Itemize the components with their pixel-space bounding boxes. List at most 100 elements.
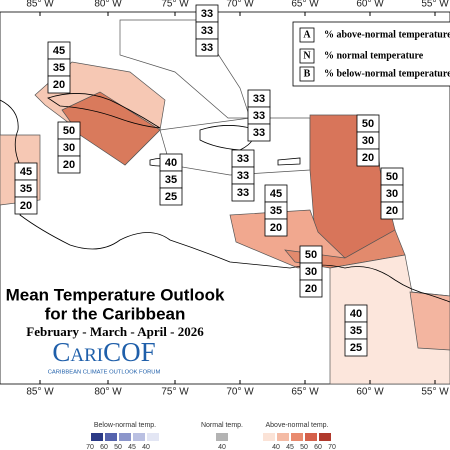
forecast-value: 35 xyxy=(270,205,282,217)
logo-subtitle: CARIBBEAN CLIMATE OUTLOOK FORUM xyxy=(48,370,161,376)
key-letter: A xyxy=(303,29,311,40)
forecast-value: 33 xyxy=(237,170,249,182)
forecast-value: 50 xyxy=(63,125,75,137)
colorbar-tick: 40 xyxy=(142,444,150,450)
forecast-value: 45 xyxy=(270,188,282,200)
forecast-value: 30 xyxy=(305,266,317,278)
colorbar-tick: 40 xyxy=(272,444,280,450)
forecast-value: 33 xyxy=(201,42,213,54)
forecast-cell xyxy=(247,123,271,142)
forecast-cell xyxy=(47,75,71,94)
forecast-value: 33 xyxy=(201,25,213,37)
colorbar-tick: 60 xyxy=(314,444,322,450)
forecast-value: 20 xyxy=(305,283,317,295)
forecast-cell xyxy=(57,155,81,174)
forecast-value: 40 xyxy=(165,157,177,169)
longitude-label: 55° W xyxy=(421,387,449,398)
colorbar-swatch xyxy=(277,433,289,441)
forecast-value: 50 xyxy=(386,171,398,183)
forecast-cell xyxy=(299,279,323,298)
forecast-value: 35 xyxy=(165,174,177,186)
colorbar-label: Above-normal temp. xyxy=(265,422,328,429)
key-letter-box xyxy=(299,48,315,64)
forecast-value: 40 xyxy=(350,308,362,320)
colorbar-tick: 50 xyxy=(114,444,122,450)
key-box xyxy=(292,21,450,87)
longitude-label: 55° W xyxy=(421,0,449,10)
longitude-label: 60° W xyxy=(356,0,384,10)
forecast-cell xyxy=(14,196,38,215)
forecast-value: 20 xyxy=(386,205,398,217)
coastline-puerto-rico xyxy=(277,157,301,166)
key-letter: B xyxy=(304,68,311,79)
colorbar-swatch xyxy=(305,433,317,441)
forecast-period: February - March - April - 2026 xyxy=(26,324,204,339)
forecast-value: 30 xyxy=(63,142,75,154)
colorbar-tick: 70 xyxy=(86,444,94,450)
key-letter-box xyxy=(299,27,315,43)
colorbar-label: Normal temp. xyxy=(201,422,243,429)
forecast-value: 20 xyxy=(362,152,374,164)
forecast-value: 20 xyxy=(20,200,32,212)
key-text: % below-normal temperature xyxy=(324,68,450,79)
longitude-label: 75° W xyxy=(161,0,189,10)
longitude-label: 60° W xyxy=(356,387,384,398)
longitude-label: 65° W xyxy=(291,0,319,10)
longitude-label: 85° W xyxy=(26,387,54,398)
key-letter-box xyxy=(299,66,315,82)
longitude-label: 80° W xyxy=(94,387,122,398)
forecast-value: 20 xyxy=(63,159,75,171)
forecast-value: 33 xyxy=(201,8,213,20)
longitude-label: 75° W xyxy=(161,387,189,398)
key-letter: N xyxy=(303,50,311,61)
forecast-value: 50 xyxy=(362,118,374,130)
longitude-label: 85° W xyxy=(26,0,54,10)
longitude-label: 70° W xyxy=(226,0,254,10)
coastline-cuba xyxy=(47,93,161,129)
colorbar-tick: 60 xyxy=(100,444,108,450)
colorbar-swatch xyxy=(216,433,228,441)
longitude-label: 70° W xyxy=(226,387,254,398)
forecast-value: 25 xyxy=(165,191,177,203)
forecast-value: 30 xyxy=(386,188,398,200)
colorbar-swatch xyxy=(291,433,303,441)
region-guianas-east xyxy=(409,291,450,351)
key-text: % normal temperature xyxy=(324,50,424,61)
forecast-value: 33 xyxy=(253,93,265,105)
colorbar-swatch xyxy=(319,433,331,441)
forecast-cell xyxy=(231,183,255,202)
forecast-value: 35 xyxy=(20,183,32,195)
forecast-value: 45 xyxy=(20,166,32,178)
forecast-cell xyxy=(344,338,368,357)
forecast-value: 45 xyxy=(53,45,65,57)
forecast-value: 50 xyxy=(305,249,317,261)
forecast-value: 35 xyxy=(350,325,362,337)
colorbar-tick: 70 xyxy=(328,444,336,450)
colorbar-swatch xyxy=(147,433,159,441)
forecast-value: 25 xyxy=(350,342,362,354)
forecast-value: 33 xyxy=(253,127,265,139)
forecast-value: 33 xyxy=(237,153,249,165)
forecast-cell xyxy=(380,201,404,220)
colorbar-tick: 50 xyxy=(300,444,308,450)
map-subtitle: for the Caribbean xyxy=(45,304,186,323)
forecast-value: 35 xyxy=(53,62,65,74)
colorbar-swatch xyxy=(133,433,145,441)
colorbar-tick: 40 xyxy=(218,444,226,450)
map-title: Mean Temperature Outlook xyxy=(6,285,225,304)
colorbar-tick: 45 xyxy=(286,444,294,450)
colorbar-swatch xyxy=(263,433,275,441)
colorbar-swatch xyxy=(105,433,117,441)
colorbar-label: Below-normal temp. xyxy=(94,422,156,429)
forecast-value: 33 xyxy=(253,110,265,122)
longitude-label: 80° W xyxy=(94,0,122,10)
forecast-value: 20 xyxy=(53,79,65,91)
forecast-value: 20 xyxy=(270,222,282,234)
forecast-value: 30 xyxy=(362,135,374,147)
forecast-cell xyxy=(356,148,380,167)
forecast-cell xyxy=(159,187,183,206)
forecast-value: 33 xyxy=(237,187,249,199)
colorbar-swatch xyxy=(119,433,131,441)
forecast-cell xyxy=(264,218,288,237)
